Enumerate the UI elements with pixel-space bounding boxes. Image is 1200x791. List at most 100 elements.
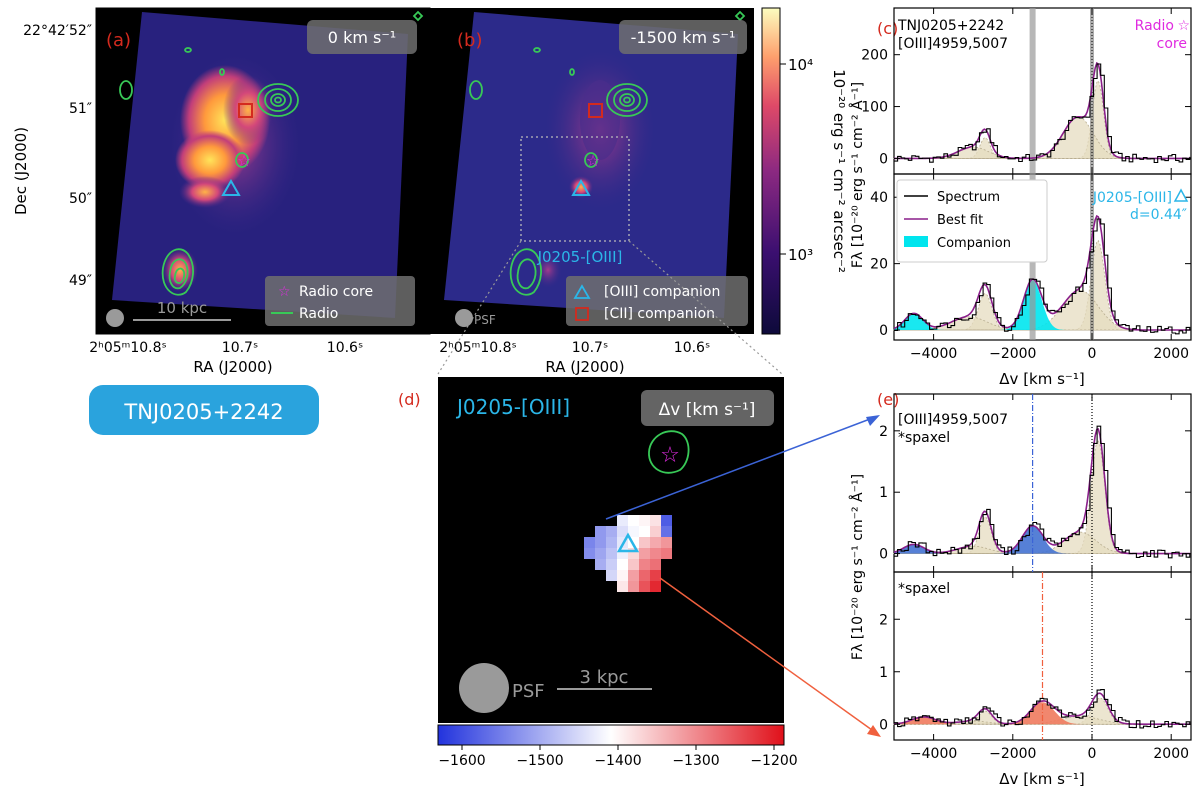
velocity-pixel <box>606 570 617 581</box>
panel-b-legend <box>566 276 748 326</box>
velocity-pixel <box>628 559 639 570</box>
velocity-pixel <box>628 515 639 526</box>
e_top-ytick-2: 2 <box>879 424 888 440</box>
panel-a-velocity-badge-bg <box>307 20 417 54</box>
panel-d-badge: Δv [km s⁻¹] <box>659 400 756 420</box>
panel-d-cbar-tick-3: −1300 <box>672 753 719 769</box>
panel-c-label: (c) <box>877 19 898 38</box>
panel-b-velocity-badge: -1500 km s⁻¹ <box>631 28 736 47</box>
velocity-pixel <box>639 581 650 592</box>
panel-b-psf <box>455 309 473 327</box>
c_top-best-fit <box>894 61 1191 160</box>
panel-e-spaxel-bottom: *spaxel <box>898 581 950 597</box>
panel-a-velocity-badge: 0 km s⁻¹ <box>328 28 396 47</box>
e_bottom-xtick-2000: 2000 <box>1153 746 1189 762</box>
panel-d-scalebar-label: 3 kpc <box>580 667 629 688</box>
colorbar-tick-1e4: 10⁴ <box>788 56 813 74</box>
panel-d-colorbar <box>437 724 785 746</box>
e_bottom-ytick-1: 1 <box>879 665 888 681</box>
velocity-pixel <box>628 526 639 537</box>
velocity-pixel <box>595 559 606 570</box>
panel-b-cii-companion-marker <box>588 103 603 118</box>
c_bottom-spectrum <box>894 218 1191 335</box>
panel-a-dec-tick-52: 22°42′52″ <box>23 23 92 39</box>
e_top-ytick-1: 1 <box>879 485 888 501</box>
c_bottom-companion-0 <box>894 280 1191 331</box>
panel-c-source: TNJ0205+2242 <box>897 18 1004 34</box>
panel-b-ra-tick-107: 10.7ˢ <box>572 340 608 356</box>
panel-e-bottom-plot: 0 1 2 −4000 −2000 0 2000 <box>879 572 1191 762</box>
c_top-spectrum <box>894 63 1191 164</box>
panel-b-legend-oiii: [OIII] companion <box>604 284 720 300</box>
panel-e-top-plot: 0 1 2 <box>879 394 1191 572</box>
spaxel-arrows <box>605 415 881 737</box>
velocity-pixel <box>650 570 661 581</box>
panel-a-ra-tick-108: 2ʰ05ᵐ10.8ˢ <box>89 340 167 356</box>
velocity-pixel <box>595 537 606 548</box>
panel-d-name: J0205-[OIII] <box>455 395 570 419</box>
c_top-ytick-0: 0 <box>879 151 888 167</box>
panel-d-radio-core-star: ☆ <box>660 443 680 468</box>
e_bottom-ytick-0: 0 <box>879 717 888 733</box>
panel-b-radio-core-star: ☆ <box>586 151 600 170</box>
panel-a-legend-radio: Radio <box>299 306 338 322</box>
panel-d-radio-contour <box>648 430 690 474</box>
svg-text:☆: ☆ <box>1177 18 1190 34</box>
c_bottom-ytick-40: 40 <box>870 190 888 206</box>
velocity-pixel <box>650 537 661 548</box>
colorbar-label: 10⁻²⁰ erg s⁻¹ cm⁻² arcsec⁻² <box>830 69 848 273</box>
panel-a-radio-core-star: ☆ <box>237 151 251 170</box>
panel-b-zoom-box <box>520 136 630 242</box>
velocity-pixel <box>661 537 672 548</box>
velocity-pixel <box>628 581 639 592</box>
velocity-pixel <box>639 559 650 570</box>
panel-c: (c) 0 100 200 0 20 40 −4000 −2000 0 2000 TNJ0205… <box>849 7 1192 388</box>
velocity-pixel <box>661 515 672 526</box>
e_bottom-companion-0 <box>894 702 1191 725</box>
panel-c-bottom-frame <box>893 173 1192 341</box>
panel-c-legend-bestfit: Best fit <box>937 213 983 228</box>
e_bottom-spectrum <box>894 689 1191 729</box>
panel-b-companion-label: J0205-[OIII] <box>537 248 623 266</box>
panel-d-label: (d) <box>398 390 421 409</box>
c_bottom-ytick-0: 0 <box>879 323 888 339</box>
velocity-pixel <box>617 570 628 581</box>
velocity-pixel <box>639 570 650 581</box>
panel-e-spaxel-top: *spaxel <box>898 430 950 446</box>
svg-text:☆: ☆ <box>278 284 291 300</box>
panel-a-ra-tick-107: 10.7ˢ <box>222 340 258 356</box>
velocity-pixel <box>617 581 628 592</box>
panel-a-legend-radio-core: Radio core <box>299 284 373 300</box>
c_bottom-xtick-2000: 2000 <box>1153 346 1189 362</box>
velocity-pixel <box>606 537 617 548</box>
e_top-companion-1 <box>894 544 1191 554</box>
e_top-ytick-0: 0 <box>879 547 888 563</box>
e_bottom-xtick--4000: −4000 <box>910 746 957 762</box>
velocity-pixel <box>595 526 606 537</box>
velocity-pixel <box>650 581 661 592</box>
c_bottom-xtick--2000: −2000 <box>989 346 1036 362</box>
velocity-pixel <box>639 537 650 548</box>
panel-e-ylabel: Fλ [10⁻²⁰ erg s⁻¹ cm⁻² Å⁻¹] <box>849 474 866 660</box>
panel-d-psf <box>459 663 509 713</box>
velocity-pixel <box>617 526 628 537</box>
velocity-pixel <box>639 548 650 559</box>
panel-c-legend-companion: Companion <box>937 236 1011 251</box>
velocity-pixel <box>650 526 661 537</box>
panel-d-oiii-marker <box>616 532 640 553</box>
panel-b-oiii-companion-marker <box>571 178 591 196</box>
panel-d: (d) J0205-[OIII] Δv [km s⁻¹] ☆ PSF 3 kpc… <box>398 377 798 769</box>
panel-e-xlabel: Δv [km s⁻¹] <box>999 770 1084 788</box>
c_top-vband <box>1029 8 1036 174</box>
panel-c-legend-spectrum: Spectrum <box>937 190 1000 205</box>
c_top-ytick-100: 100 <box>861 100 888 116</box>
velocity-pixel <box>650 548 661 559</box>
c_top-ytick-200: 200 <box>861 48 888 64</box>
velocity-pixel <box>661 526 672 537</box>
e_bottom-ytick-2: 2 <box>879 612 888 628</box>
e_top-spectrum <box>894 425 1191 559</box>
velocity-pixel <box>584 548 595 559</box>
panel-a-dec-tick-50: 50″ <box>69 191 92 207</box>
e_top-companion-0 <box>894 526 1191 554</box>
